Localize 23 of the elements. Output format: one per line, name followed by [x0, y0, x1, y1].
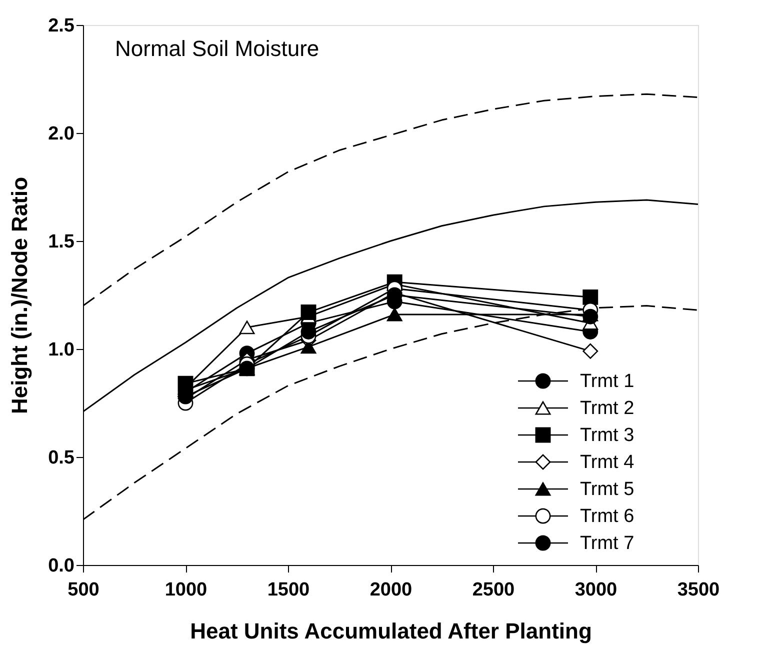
legend-label: Trmt 1: [580, 371, 634, 392]
x-tick-label: 1500: [267, 580, 310, 600]
legend-label: Trmt 2: [580, 398, 634, 419]
y-tick-label: 2.5: [48, 16, 75, 36]
y-tick-label: 1.5: [48, 232, 75, 252]
legend-label: Trmt 7: [580, 533, 634, 554]
legend-label: Trmt 3: [580, 425, 634, 446]
y-axis-title: Height (in.)/Node Ratio: [7, 176, 32, 414]
x-axis-title: Heat Units Accumulated After Planting: [190, 618, 592, 644]
x-tick-label: 500: [68, 580, 100, 600]
annotation: Normal Soil Moisture: [115, 36, 320, 61]
x-tick-label: 3500: [677, 580, 720, 600]
y-tick-label: 0.0: [48, 556, 74, 576]
x-tick-label: 2000: [370, 580, 412, 600]
y-tick-label: 1.0: [48, 340, 74, 360]
x-tick-label: 1000: [164, 580, 208, 600]
y-tick-label: 2.0: [48, 124, 74, 144]
y-tick-label: 0.5: [48, 448, 75, 468]
x-tick-label: 2500: [472, 580, 515, 600]
legend-label: Trmt 4: [580, 452, 635, 473]
x-tick-label: 3000: [574, 580, 618, 600]
legend-label: Trmt 5: [580, 479, 634, 500]
legend-label: Trmt 6: [580, 506, 634, 527]
